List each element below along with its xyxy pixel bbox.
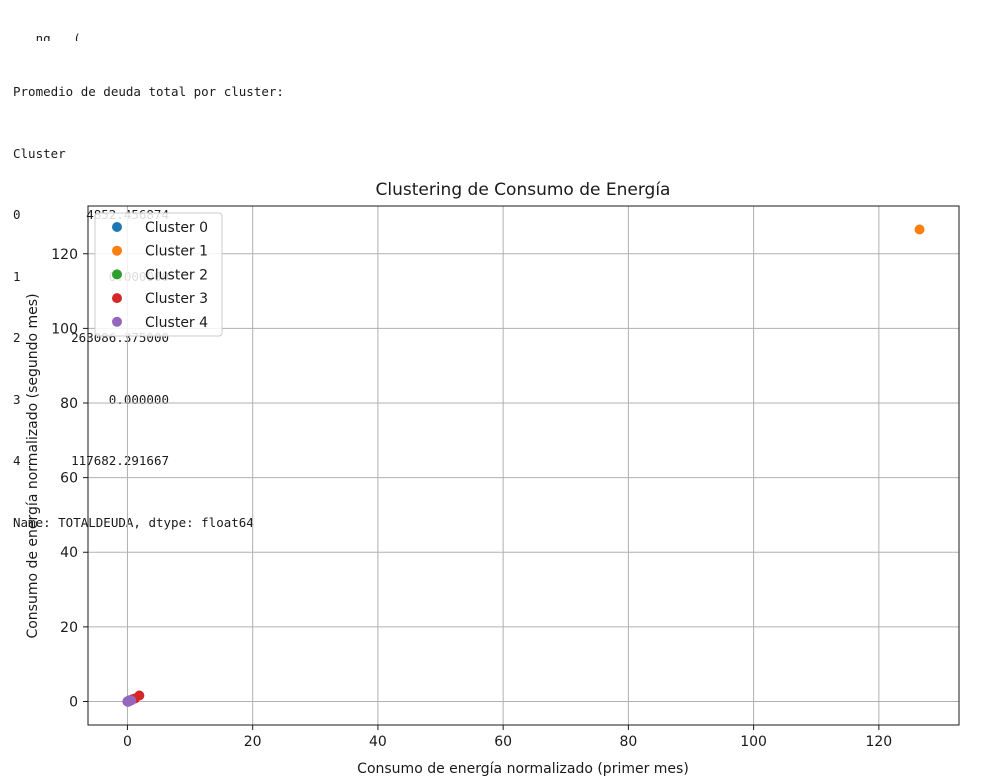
legend-marker <box>112 222 122 232</box>
legend: Cluster 0 Cluster 1 Cluster 2 Cluster 3 Clus… <box>94 212 223 337</box>
scatter-chart: Clustering de Consumo de Energía 0 20 40 60… <box>25 180 960 777</box>
y-axis-label: Consumo de energía normalizado (segundo … <box>25 293 41 638</box>
series-index-name: Cluster <box>13 145 66 161</box>
y-axis-ticks: 0 20 40 60 80 100 120 <box>51 247 88 710</box>
series-row: 4 117682.291667 <box>13 451 284 472</box>
row-value: 117682.291667 <box>71 453 169 468</box>
legend-marker <box>112 293 122 304</box>
legend-label: Cluster 1 <box>145 244 208 260</box>
plot-area-frame <box>87 205 960 726</box>
scatter-point <box>914 224 925 235</box>
x-axis-label: Consumo de energía normalizado (primer m… <box>357 761 689 777</box>
legend-frame <box>94 212 223 337</box>
scatter-point <box>126 695 137 706</box>
row-index: 4 <box>13 453 21 468</box>
row-index: 3 <box>13 391 21 407</box>
legend-label: Cluster 4 <box>145 315 208 331</box>
console-heading: Promedio de deuda total por cluster: <box>13 84 284 99</box>
x-tick-label: 100 <box>740 734 767 750</box>
x-tick-label: 20 <box>244 734 262 750</box>
legend-label: Cluster 0 <box>145 220 208 236</box>
legend-label: Cluster 3 <box>145 291 208 307</box>
x-tick-label: 120 <box>865 734 892 750</box>
y-tick-label: 100 <box>51 321 78 337</box>
row-index: 1 <box>13 268 21 284</box>
y-tick-label: 120 <box>51 247 78 263</box>
chart-title: Clustering de Consumo de Energía <box>376 180 671 200</box>
x-tick-label: 0 <box>123 734 132 750</box>
data-points <box>122 224 925 707</box>
y-tick-label: 20 <box>60 620 78 636</box>
x-tick-label: 40 <box>369 734 387 750</box>
clipped-output-line: ...ng...( <box>13 31 81 41</box>
y-tick-label: 60 <box>60 471 78 487</box>
x-tick-label: 60 <box>494 734 512 750</box>
row-index: 2 <box>13 330 21 345</box>
series-footer: Name: TOTALDEUDA, dtype: float64 <box>13 514 254 530</box>
row-index: 0 <box>13 207 21 222</box>
x-axis-ticks: 0 20 40 60 80 100 120 <box>123 725 892 750</box>
y-tick-label: 0 <box>69 694 78 710</box>
y-tick-label: 40 <box>60 545 78 561</box>
y-tick-label: 80 <box>60 396 78 412</box>
x-tick-label: 80 <box>619 734 637 750</box>
legend-marker <box>112 316 122 327</box>
legend-marker <box>112 269 122 280</box>
legend-marker <box>112 245 122 256</box>
legend-label: Cluster 2 <box>145 267 208 283</box>
